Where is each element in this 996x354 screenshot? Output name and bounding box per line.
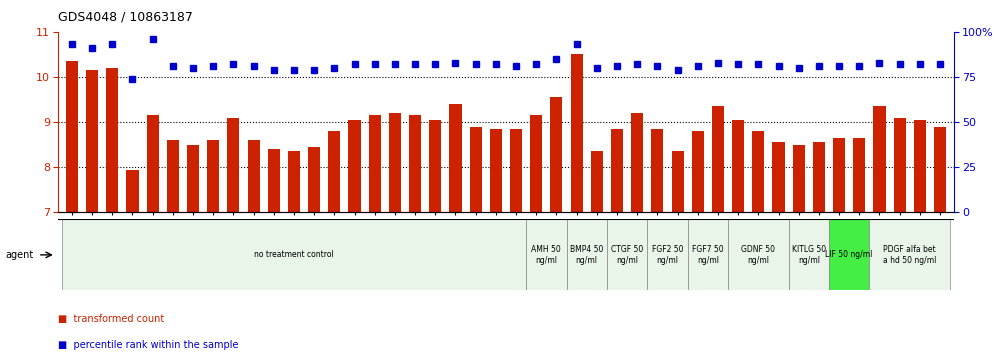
Bar: [687, 219, 728, 290]
Bar: [671, 152, 683, 212]
Bar: [146, 115, 158, 212]
Bar: [732, 120, 744, 212]
Bar: [752, 131, 764, 212]
Text: ■  transformed count: ■ transformed count: [58, 314, 164, 324]
Bar: [647, 219, 687, 290]
Bar: [369, 115, 380, 212]
Bar: [227, 118, 239, 212]
Bar: [288, 152, 300, 212]
Text: CTGF 50
ng/ml: CTGF 50 ng/ml: [611, 245, 643, 264]
Text: BMP4 50
ng/ml: BMP4 50 ng/ml: [570, 245, 604, 264]
Bar: [409, 115, 421, 212]
Text: GDNF 50
ng/ml: GDNF 50 ng/ml: [741, 245, 775, 264]
Bar: [308, 147, 321, 212]
Bar: [388, 113, 401, 212]
Bar: [86, 70, 99, 212]
Bar: [833, 138, 846, 212]
Bar: [526, 219, 567, 290]
Bar: [449, 104, 461, 212]
Text: AMH 50
ng/ml: AMH 50 ng/ml: [532, 245, 561, 264]
Bar: [62, 219, 526, 290]
Text: no treatment control: no treatment control: [254, 250, 334, 259]
Bar: [591, 152, 603, 212]
Text: PDGF alfa bet
a hd 50 ng/ml: PDGF alfa bet a hd 50 ng/ml: [883, 245, 936, 264]
Bar: [611, 129, 623, 212]
Text: LIF 50 ng/ml: LIF 50 ng/ml: [826, 250, 872, 259]
Bar: [126, 170, 138, 212]
Bar: [166, 140, 179, 212]
Bar: [607, 219, 647, 290]
Bar: [651, 129, 663, 212]
Bar: [490, 129, 502, 212]
Bar: [873, 106, 885, 212]
Bar: [551, 97, 563, 212]
Bar: [329, 131, 341, 212]
Bar: [789, 219, 829, 290]
Bar: [571, 55, 583, 212]
Bar: [829, 219, 870, 290]
Bar: [510, 129, 522, 212]
Text: GDS4048 / 10863187: GDS4048 / 10863187: [58, 11, 192, 24]
Bar: [66, 61, 78, 212]
Bar: [913, 120, 926, 212]
Bar: [530, 115, 542, 212]
Bar: [207, 140, 219, 212]
Text: KITLG 50
ng/ml: KITLG 50 ng/ml: [792, 245, 826, 264]
Bar: [793, 145, 805, 212]
Bar: [712, 106, 724, 212]
Bar: [870, 219, 950, 290]
Text: FGF2 50
ng/ml: FGF2 50 ng/ml: [651, 245, 683, 264]
Bar: [107, 68, 119, 212]
Text: FGF7 50
ng/ml: FGF7 50 ng/ml: [692, 245, 724, 264]
Bar: [248, 140, 260, 212]
Bar: [349, 120, 361, 212]
Bar: [470, 127, 482, 212]
Bar: [268, 149, 280, 212]
Bar: [187, 145, 199, 212]
Bar: [934, 127, 946, 212]
Text: ■  percentile rank within the sample: ■ percentile rank within the sample: [58, 340, 238, 350]
Bar: [429, 120, 441, 212]
Bar: [691, 131, 704, 212]
Bar: [854, 138, 866, 212]
Text: agent: agent: [5, 250, 33, 260]
Bar: [813, 142, 825, 212]
Bar: [773, 142, 785, 212]
Bar: [728, 219, 789, 290]
Bar: [567, 219, 607, 290]
Bar: [893, 118, 905, 212]
Bar: [631, 113, 643, 212]
